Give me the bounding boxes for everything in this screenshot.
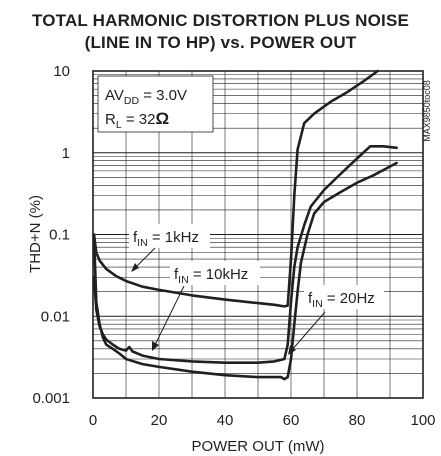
svg-text:fIN = 1kHz: fIN = 1kHz xyxy=(133,229,199,249)
y-axis-label: THD+N (%) xyxy=(27,195,44,273)
chart-title-line-1: TOTAL HARMONIC DISTORTION PLUS NOISE xyxy=(31,11,410,30)
curve-1khz xyxy=(92,69,380,308)
x-tick-label: 0 xyxy=(89,412,97,429)
curves xyxy=(92,69,398,381)
watermark: MAX9850toc08 xyxy=(422,80,432,142)
y-tick-label: 0.01 xyxy=(41,308,70,325)
arrow-1khz xyxy=(134,247,156,269)
axis-ticks: 0 20 40 60 80 100 0.001 0.01 0.1 1 10 xyxy=(32,63,435,429)
y-tick-label: 0.1 xyxy=(49,227,70,244)
x-tick-label: 20 xyxy=(151,412,168,429)
label-10khz: fIN = 10kHz xyxy=(152,261,260,351)
curve-20hz xyxy=(92,161,398,381)
y-tick-label: 10 xyxy=(53,63,70,80)
svg-text:fIN = 20Hz: fIN = 20Hz xyxy=(308,290,375,310)
arrow-10khz xyxy=(153,285,185,348)
chart-title-line-2: (LINE IN TO HP) vs. POWER OUT xyxy=(84,33,357,52)
condition-rl: RL = 32Ω xyxy=(105,109,169,131)
svg-text:fIN = 10kHz: fIN = 10kHz xyxy=(174,266,248,286)
x-tick-label: 40 xyxy=(217,412,234,429)
label-20hz: fIN = 20Hz xyxy=(288,285,384,355)
x-tick-label: 60 xyxy=(283,412,300,429)
arrow-20hz xyxy=(290,311,326,352)
curve-10khz xyxy=(92,145,398,365)
x-tick-label: 80 xyxy=(349,412,366,429)
label-1khz: fIN = 1kHz xyxy=(129,224,210,272)
x-tick-label: 100 xyxy=(410,412,435,429)
x-axis-label: POWER OUT (mW) xyxy=(191,438,324,455)
y-tick-label: 1 xyxy=(62,145,70,162)
y-tick-label: 0.001 xyxy=(32,390,70,407)
legend-box: AVDD = 3.0V RL = 32Ω xyxy=(97,75,214,133)
